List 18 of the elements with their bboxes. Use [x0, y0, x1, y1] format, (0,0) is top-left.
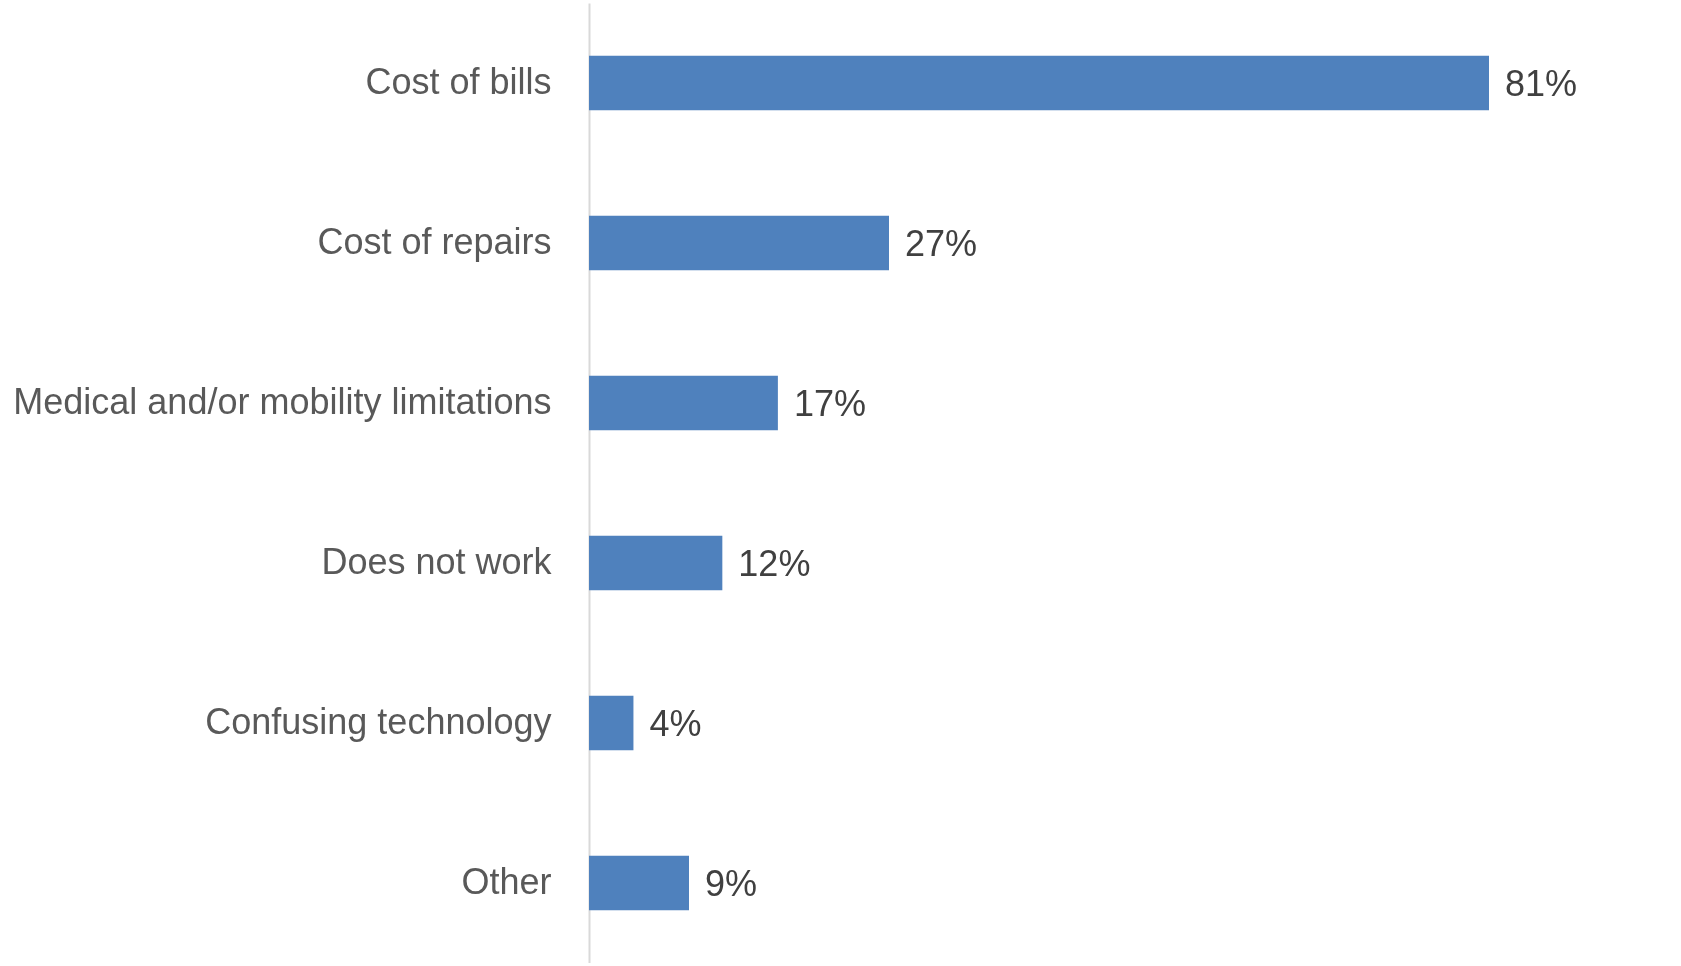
data-label: 4% [649, 703, 702, 744]
bar [589, 55, 1489, 111]
data-label: 17% [793, 383, 866, 424]
bar [589, 215, 889, 271]
bar [589, 535, 723, 591]
data-label: 81% [1505, 63, 1578, 104]
y-tick-label: Does not work [321, 541, 553, 582]
data-label: 27% [905, 223, 978, 264]
y-tick-label: Other [461, 861, 552, 902]
bar [589, 695, 634, 751]
y-tick-label: Confusing technology [205, 701, 552, 742]
y-tick-label: Cost of bills [365, 61, 552, 102]
data-label: 12% [738, 543, 811, 584]
bar [589, 855, 689, 911]
y-tick-label: Cost of repairs [317, 221, 552, 262]
bar [589, 375, 778, 431]
y-tick-label: Medical and/or mobility limitations [13, 381, 552, 422]
data-label: 9% [705, 863, 758, 904]
